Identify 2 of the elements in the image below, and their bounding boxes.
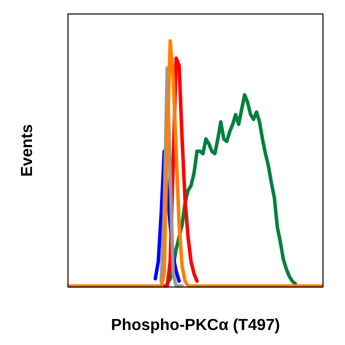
x-axis-title: Phospho-PKCα (T497) — [111, 317, 280, 334]
y-axis-title: Events — [19, 124, 36, 177]
